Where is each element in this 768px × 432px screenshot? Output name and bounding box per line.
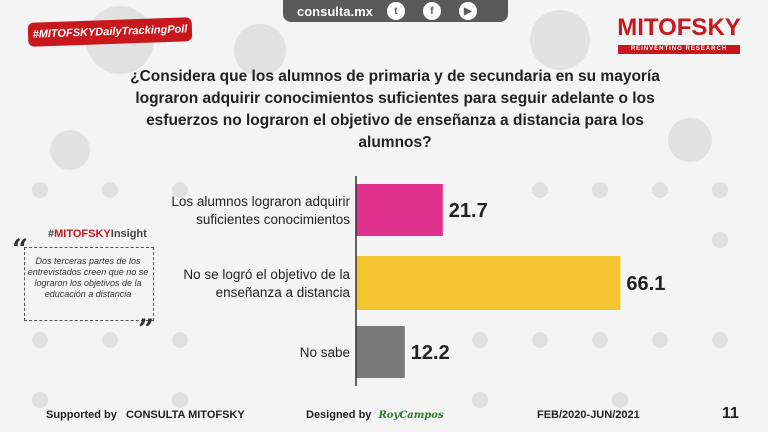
insight-title: #MITOFSKYInsight <box>48 228 147 240</box>
category-label-2-0: No sabe <box>300 345 350 360</box>
close-quote-icon: ” <box>138 313 155 346</box>
category-label-1-1: enseñanza a distancia <box>216 285 351 300</box>
bar-value-label-2: 12.2 <box>411 342 450 364</box>
category-label-0-1: suficientes conocimientos <box>196 212 350 227</box>
category-label-1-0: No se logró el objetivo de la <box>183 267 350 282</box>
designer-signature: RoyCampos <box>378 410 444 421</box>
bar-2 <box>356 326 405 378</box>
mitofsky-logo: MITOFSKY REINVENTING RESEARCH <box>612 14 746 60</box>
bar-value-label-1: 66.1 <box>626 273 665 295</box>
supported-by: CONSULTA MITOFSKY <box>125 409 245 421</box>
footer-supported: Supported by CONSULTA MITOFSKY <box>46 409 245 421</box>
youtube-icon[interactable]: ▶ <box>458 2 477 20</box>
insight-box <box>24 247 154 321</box>
page-number: 11 <box>722 405 739 422</box>
logo-name: MITOFSKY <box>617 14 741 41</box>
site-link[interactable]: consulta.mx <box>297 3 373 19</box>
insight-title-prefix: # <box>48 228 55 240</box>
twitter-icon[interactable]: t <box>386 2 405 20</box>
footer-period: FEB/2020-JUN/2021 <box>537 409 640 421</box>
insight-title-brand: MITOFSKY <box>54 228 111 240</box>
category-label-0-0: Los alumnos lograron adquirir <box>171 194 350 209</box>
designed-label: Designed by <box>306 409 372 421</box>
survey-question: ¿Considera que los alumnos de primaria y… <box>130 68 660 151</box>
footer-designed: Designed by RoyCampos <box>306 409 444 421</box>
facebook-icon[interactable]: f <box>422 2 441 20</box>
bar-1 <box>356 256 621 310</box>
supported-label: Supported by <box>46 409 117 421</box>
logo-tagline: REINVENTING RESEARCH <box>618 45 740 54</box>
top-bar: consulta.mx t f ▶ <box>283 0 508 22</box>
insight-text: Dos terceras partes de los entrevistados… <box>27 256 149 299</box>
insight-title-suffix: Insight <box>110 228 147 240</box>
bar-0 <box>356 184 443 236</box>
bar-value-label-0: 21.7 <box>449 200 488 222</box>
